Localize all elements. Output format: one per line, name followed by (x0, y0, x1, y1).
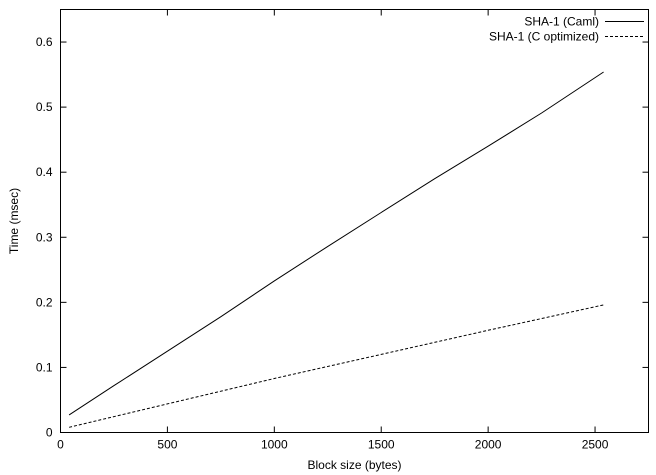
y-tick-label: 0.6 (36, 35, 53, 49)
x-tick-label: 1500 (368, 438, 395, 452)
y-axis-title: Time (msec) (7, 188, 21, 254)
series-line-1 (68, 304, 604, 428)
x-tick-label: 2000 (475, 438, 502, 452)
x-tick-label: 2500 (582, 438, 609, 452)
y-tick-label: 0.5 (36, 100, 53, 114)
series-layer (68, 71, 604, 428)
legend-label: SHA-1 (C optimized) (489, 30, 599, 44)
x-tick-label: 0 (57, 438, 64, 452)
x-axis-title: Block size (bytes) (307, 458, 401, 472)
y-tick-label: 0.1 (36, 360, 53, 374)
y-tick-label: 0.2 (36, 295, 53, 309)
plot-area-frame (60, 9, 649, 433)
x-tick-label: 500 (157, 438, 177, 452)
x-axis-ticks: 0 500 1000 1500 2000 2500 (57, 9, 609, 452)
series-line-0 (68, 71, 604, 416)
y-tick-label: 0.4 (36, 165, 53, 179)
legend-label: SHA-1 (Caml) (524, 15, 599, 29)
x-tick-label: 1000 (261, 438, 288, 452)
legend: SHA-1 (Caml)SHA-1 (C optimized) (489, 15, 644, 44)
y-tick-label: 0.3 (36, 230, 53, 244)
y-tick-label: 0 (46, 426, 53, 440)
